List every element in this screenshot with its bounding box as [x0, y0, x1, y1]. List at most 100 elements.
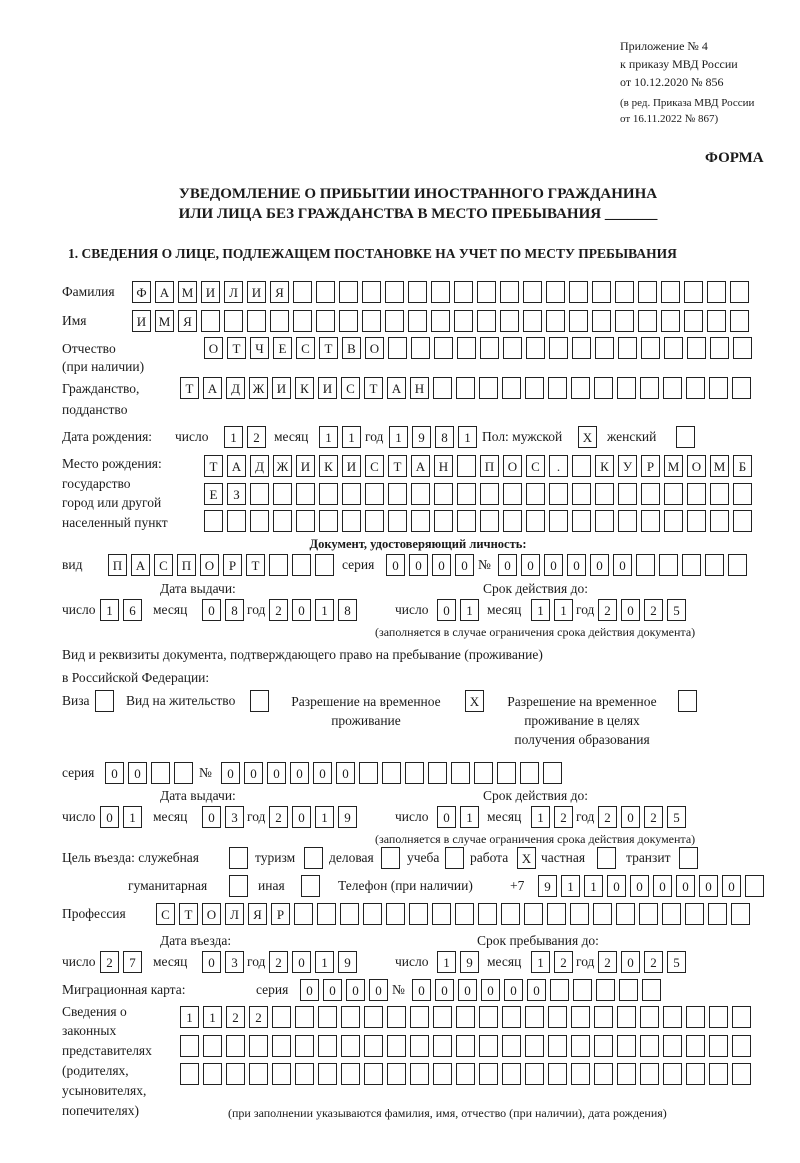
letter-cell[interactable] [569, 281, 588, 303]
letter-cell[interactable] [549, 510, 568, 532]
letter-cell[interactable]: 1 [315, 806, 334, 828]
letter-cell[interactable]: 0 [455, 554, 474, 576]
letter-cell[interactable] [733, 510, 752, 532]
letter-cell[interactable] [687, 483, 706, 505]
letter-cell[interactable] [203, 1035, 222, 1057]
letter-cell[interactable] [710, 337, 729, 359]
letter-cell[interactable] [451, 762, 470, 784]
letter-cell[interactable] [733, 483, 752, 505]
letter-cell[interactable] [730, 281, 749, 303]
letter-cell[interactable] [454, 310, 473, 332]
letter-cell[interactable]: С [365, 455, 384, 477]
letter-cell[interactable] [594, 377, 613, 399]
letter-cell[interactable] [478, 903, 497, 925]
letter-cell[interactable]: 9 [338, 951, 357, 973]
letter-cell[interactable] [572, 483, 591, 505]
letter-cell[interactable]: 0 [613, 554, 632, 576]
letter-cell[interactable]: 1 [389, 426, 408, 448]
letter-cell[interactable] [388, 510, 407, 532]
purpose-official-checkbox[interactable] [229, 847, 248, 869]
purpose-business-checkbox[interactable] [381, 847, 400, 869]
letter-cell[interactable] [549, 483, 568, 505]
letter-cell[interactable]: 1 [315, 599, 334, 621]
letter-cell[interactable]: 0 [292, 806, 311, 828]
letter-cell[interactable]: X [465, 690, 484, 712]
letter-cell[interactable] [685, 903, 704, 925]
letter-cell[interactable]: 2 [269, 951, 288, 973]
letter-cell[interactable]: 1 [203, 1006, 222, 1028]
letter-cell[interactable]: 1 [531, 951, 550, 973]
letter-cell[interactable]: 9 [538, 875, 557, 897]
letter-cell[interactable]: 2 [644, 806, 663, 828]
letter-cell[interactable] [618, 483, 637, 505]
birthplace-field-3[interactable] [204, 510, 752, 532]
letter-cell[interactable] [710, 483, 729, 505]
letter-cell[interactable]: О [200, 554, 219, 576]
letter-cell[interactable]: Р [641, 455, 660, 477]
sex-female-checkbox[interactable] [676, 426, 695, 448]
letter-cell[interactable] [569, 310, 588, 332]
letter-cell[interactable] [445, 847, 464, 869]
letter-cell[interactable]: X [578, 426, 597, 448]
letter-cell[interactable]: 0 [630, 875, 649, 897]
letter-cell[interactable]: 1 [315, 951, 334, 973]
letter-cell[interactable]: 0 [722, 875, 741, 897]
letter-cell[interactable] [640, 377, 659, 399]
letter-cell[interactable] [730, 310, 749, 332]
letter-cell[interactable]: 0 [292, 599, 311, 621]
letter-cell[interactable] [708, 903, 727, 925]
letter-cell[interactable] [319, 510, 338, 532]
letter-cell[interactable] [546, 310, 565, 332]
letter-cell[interactable] [707, 310, 726, 332]
letter-cell[interactable] [642, 979, 661, 1001]
letter-cell[interactable]: 0 [567, 554, 586, 576]
letter-cell[interactable] [408, 310, 427, 332]
letter-cell[interactable] [573, 979, 592, 1001]
letter-cell[interactable] [525, 377, 544, 399]
letter-cell[interactable] [409, 903, 428, 925]
letter-cell[interactable] [433, 1063, 452, 1085]
letter-cell[interactable]: И [272, 377, 291, 399]
letter-cell[interactable]: Л [224, 281, 243, 303]
letter-cell[interactable] [479, 1006, 498, 1028]
letter-cell[interactable]: Я [248, 903, 267, 925]
letter-cell[interactable] [686, 377, 705, 399]
letter-cell[interactable] [572, 455, 591, 477]
letter-cell[interactable] [503, 337, 522, 359]
purpose-work-checkbox[interactable]: X [517, 847, 536, 869]
letter-cell[interactable]: 1 [224, 426, 243, 448]
letter-cell[interactable] [431, 281, 450, 303]
letter-cell[interactable]: А [203, 377, 222, 399]
letter-cell[interactable]: С [296, 337, 315, 359]
letter-cell[interactable] [732, 1006, 751, 1028]
letter-cell[interactable]: 9 [338, 806, 357, 828]
letter-cell[interactable]: X [517, 847, 536, 869]
letter-cell[interactable]: 1 [180, 1006, 199, 1028]
letter-cell[interactable] [250, 690, 269, 712]
letter-cell[interactable]: 2 [598, 806, 617, 828]
letter-cell[interactable]: 0 [590, 554, 609, 576]
letter-cell[interactable] [594, 1006, 613, 1028]
letter-cell[interactable] [247, 310, 266, 332]
letter-cell[interactable] [684, 281, 703, 303]
letter-cell[interactable]: И [132, 310, 151, 332]
letter-cell[interactable] [295, 1006, 314, 1028]
letter-cell[interactable]: И [296, 455, 315, 477]
letter-cell[interactable] [387, 1006, 406, 1028]
letter-cell[interactable]: 0 [267, 762, 286, 784]
visa-checkbox[interactable] [95, 690, 114, 712]
letter-cell[interactable] [272, 1063, 291, 1085]
letter-cell[interactable] [201, 310, 220, 332]
letter-cell[interactable]: 7 [123, 951, 142, 973]
letter-cell[interactable]: Ф [132, 281, 151, 303]
letter-cell[interactable] [293, 281, 312, 303]
letter-cell[interactable] [388, 337, 407, 359]
letter-cell[interactable] [571, 1063, 590, 1085]
